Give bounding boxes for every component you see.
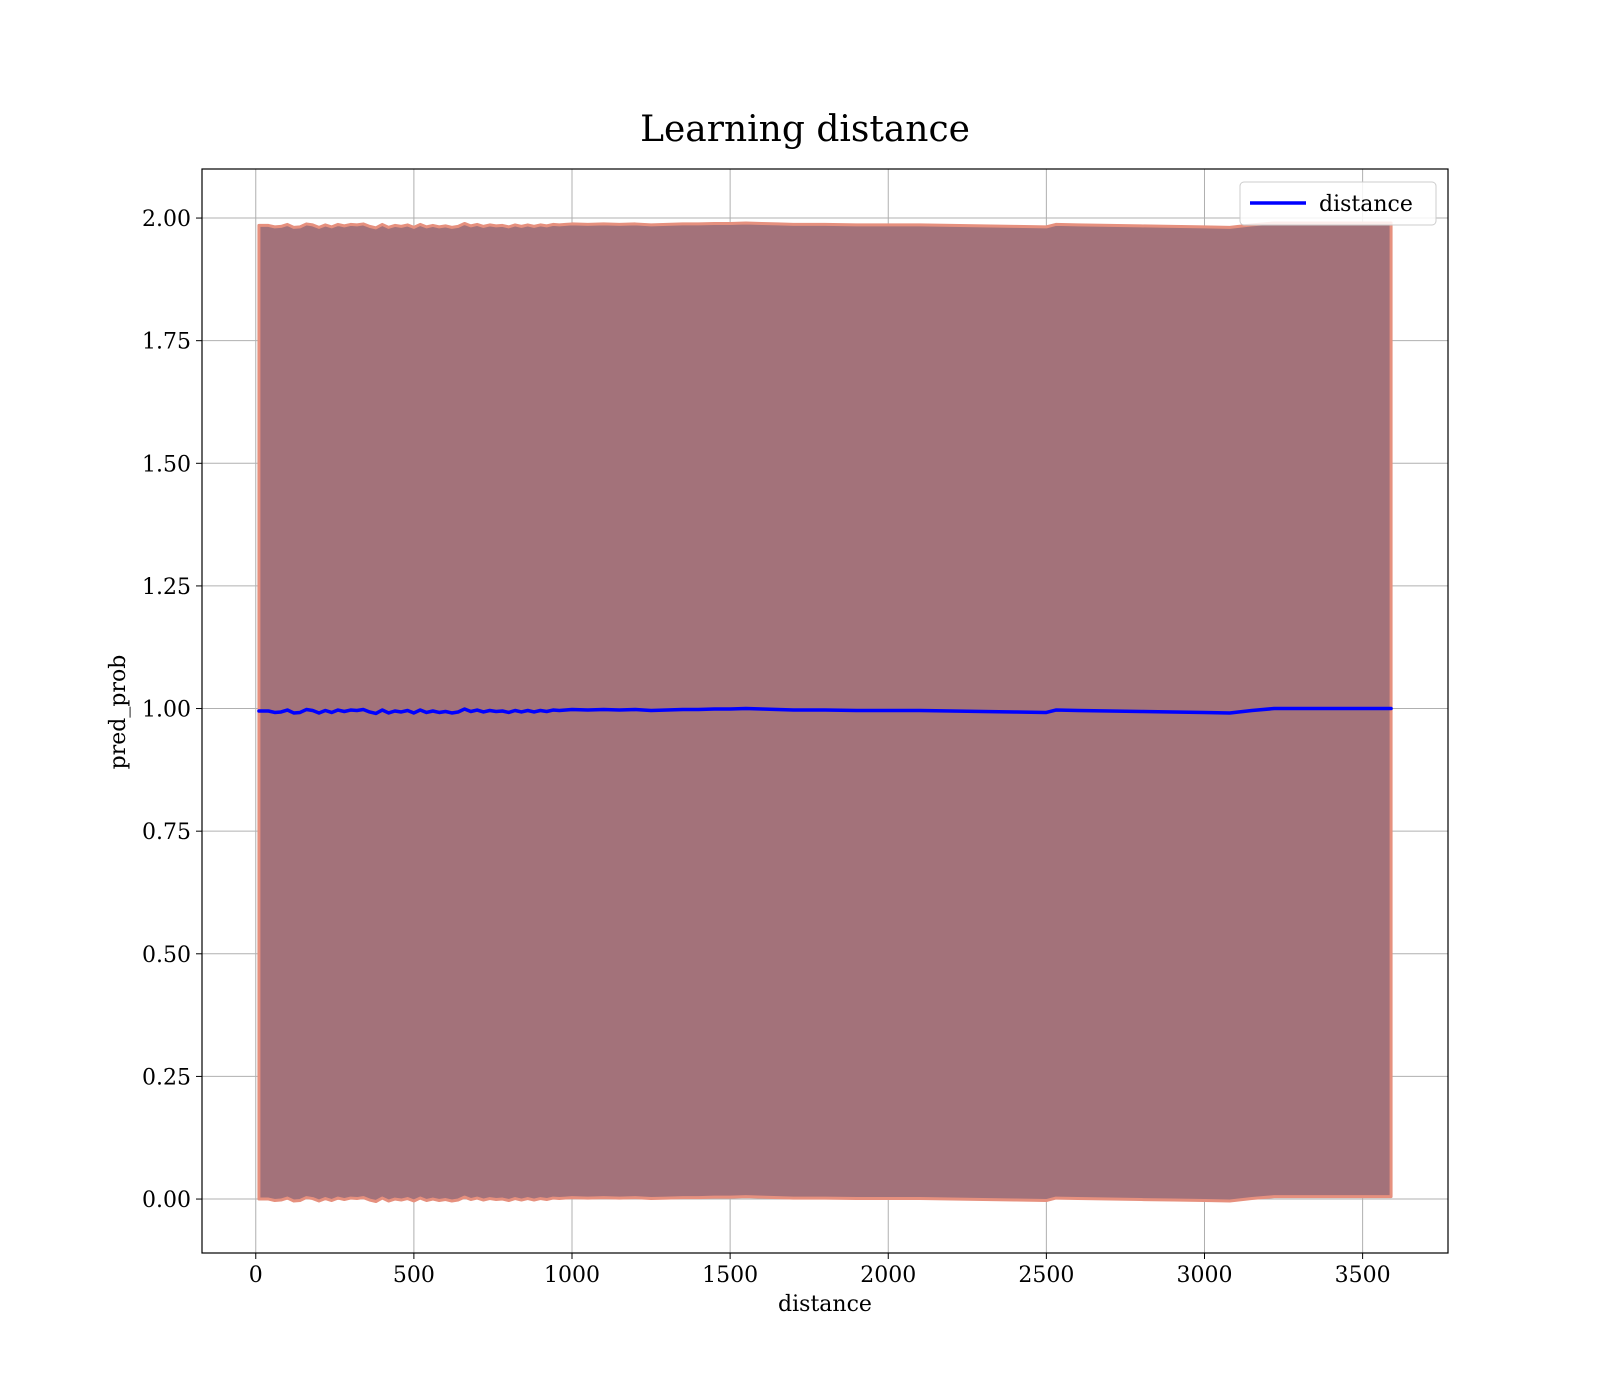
confidence-band [257,221,1393,1203]
series-line-distance [257,706,1393,716]
y-tick-label: 0.75 [142,820,191,845]
x-tick-label: 1000 [544,1263,600,1288]
y-tick-label: 0.50 [142,943,191,968]
x-axis-label: distance [778,1292,872,1317]
y-axis-ticks: 0.00 0.25 0.50 0.75 1.00 1.25 1.50 1.75 2.00 [142,207,202,1213]
series-lines [257,706,1393,716]
y-tick-label: 0.00 [142,1188,191,1213]
legend-label: distance [1319,192,1413,217]
x-tick-label: 1500 [702,1263,758,1288]
y-axis-label: pred_prob [106,655,131,770]
plot-frame [201,168,1449,1254]
band-area [257,221,1393,1203]
x-tick-label: 0 [249,1263,263,1288]
x-axis-ticks: 0 500 1000 1500 2000 2500 3000 3500 [249,1253,1391,1288]
y-tick-label: 2.00 [142,207,191,232]
x-tick-label: 2500 [1018,1263,1074,1288]
y-tick-label: 1.25 [142,575,191,600]
y-tick-label: 1.75 [142,330,191,355]
legend-box [1239,181,1437,226]
y-tick-label: 0.25 [142,1065,191,1090]
chart-title: Learning distance [640,109,970,150]
x-tick-label: 500 [393,1263,435,1288]
x-tick-label: 3500 [1335,1263,1391,1288]
y-tick-label: 1.50 [142,452,191,477]
x-tick-label: 2000 [860,1263,916,1288]
y-tick-label: 1.00 [142,698,191,723]
legend: distance [1239,181,1437,226]
x-tick-label: 3000 [1176,1263,1232,1288]
